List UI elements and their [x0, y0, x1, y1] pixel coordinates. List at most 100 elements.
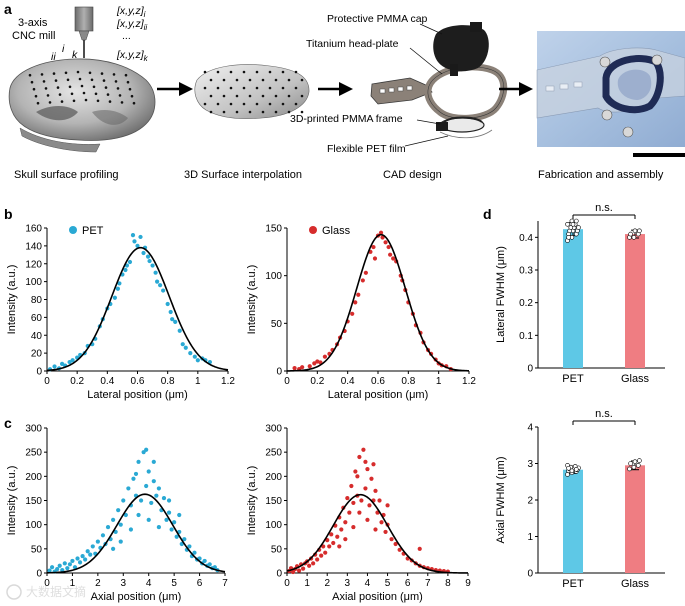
data-point	[135, 243, 140, 248]
data-point	[161, 288, 166, 293]
data-point	[393, 541, 398, 547]
data-point	[144, 483, 149, 489]
cnc-label-line1: 3-axis	[18, 17, 48, 29]
profiling-point	[36, 101, 40, 105]
data-point	[355, 474, 360, 479]
panel-label-d: d	[483, 206, 492, 222]
data-point	[174, 534, 179, 539]
x-tick-label: 1.2	[221, 376, 235, 387]
interpolation-point	[274, 110, 278, 114]
x-tick-label: 2	[324, 578, 330, 589]
interpolation-point	[242, 102, 246, 106]
y-tick-label: 200	[25, 472, 42, 483]
y-tick-label: 150	[265, 224, 282, 235]
sample-point	[627, 466, 632, 472]
x-tick-label: 0.6	[371, 376, 385, 387]
x-tick-label: 1.2	[462, 376, 476, 387]
x-tick-label: 0	[284, 578, 290, 589]
profiling-point	[28, 73, 32, 77]
data-point	[361, 447, 366, 452]
data-point	[62, 561, 67, 566]
interpolation-point	[216, 70, 220, 74]
interpolation-point	[300, 78, 304, 82]
interpolation-point	[287, 94, 291, 98]
data-point	[75, 556, 80, 561]
interpolation-point	[281, 86, 285, 90]
profiling-point	[90, 78, 94, 82]
data-point	[292, 366, 297, 371]
chart-b-pet: 0 0.2 0.4 0.6 0.8 1 1.2 0 20 40 60 80 100 120 140 160 La…	[6, 224, 235, 402]
data-point	[59, 361, 65, 366]
sample-point	[570, 221, 576, 227]
sample-point	[576, 225, 581, 230]
panel-label-a: a	[4, 1, 12, 17]
profiling-point	[82, 91, 86, 95]
profiling-point	[120, 101, 124, 104]
profiling-point	[70, 92, 74, 96]
point-label-i: i	[62, 43, 65, 55]
data-point	[187, 544, 192, 549]
data-point	[372, 256, 378, 261]
data-point	[161, 495, 167, 501]
x-tick-label: 0.2	[70, 376, 84, 387]
profiling-point	[128, 87, 132, 91]
cad-design-illustration: Protective PMMA cap Titanium head-plate …	[290, 13, 508, 155]
legend-marker	[309, 226, 317, 234]
y-tick-label: 0.4	[519, 233, 533, 244]
data-point	[347, 510, 352, 515]
data-point	[154, 493, 159, 498]
data-point	[312, 361, 317, 366]
profiling-point	[66, 78, 70, 82]
data-point	[80, 553, 85, 559]
y-tick-label: 100	[265, 271, 282, 282]
sample-point	[628, 231, 633, 237]
data-point	[350, 311, 355, 316]
data-point	[397, 547, 402, 552]
data-point	[357, 510, 362, 515]
profiling-point	[78, 77, 82, 81]
profiling-point	[100, 72, 104, 75]
caption-skull-profiling: Skull surface profiling	[14, 169, 119, 181]
data-point	[67, 562, 72, 567]
data-point	[128, 527, 134, 532]
data-point	[311, 561, 316, 566]
sample-point	[565, 221, 570, 227]
cad-pet-film	[439, 129, 493, 139]
data-point	[345, 495, 350, 501]
data-point	[100, 533, 106, 538]
data-point	[391, 256, 396, 261]
sample-point	[635, 463, 641, 468]
profiling-point	[56, 86, 60, 89]
interpolation-point	[229, 70, 233, 74]
data-point	[365, 517, 370, 522]
interpolation-point	[235, 110, 239, 114]
data-point	[132, 239, 137, 244]
profiling-point	[58, 93, 62, 96]
panel-a: a 3-axis CNC mill ii i k [x,y,z]i [x,y,z…	[4, 1, 685, 181]
y-tick-label: 250	[265, 448, 282, 459]
interpolation-point	[248, 94, 252, 98]
y-tick-label: 140	[25, 241, 42, 252]
data-point	[307, 563, 312, 568]
data-point	[363, 486, 368, 491]
data-point	[188, 351, 193, 356]
coord-k-sub: k	[144, 54, 149, 63]
data-point	[77, 560, 83, 565]
profiling-point	[32, 87, 36, 91]
interpolation-point	[268, 70, 272, 74]
y-tick-label: 20	[31, 349, 43, 360]
data-point	[170, 317, 175, 322]
sample-point	[637, 228, 642, 234]
data-point	[111, 546, 116, 551]
x-axis-label: Lateral position (μm)	[87, 389, 188, 401]
y-tick-label: 250	[25, 448, 42, 459]
x-tick-label: 0.8	[401, 376, 415, 387]
x-tick-label: 0.4	[341, 376, 355, 387]
flow-arrow-3-head	[519, 82, 533, 96]
data-point	[377, 498, 382, 503]
caption-fabrication-assembly: Fabrication and assembly	[538, 169, 664, 181]
profiling-point	[54, 79, 58, 82]
data-point	[115, 286, 120, 291]
data-point	[138, 234, 143, 240]
data-point	[145, 254, 151, 259]
